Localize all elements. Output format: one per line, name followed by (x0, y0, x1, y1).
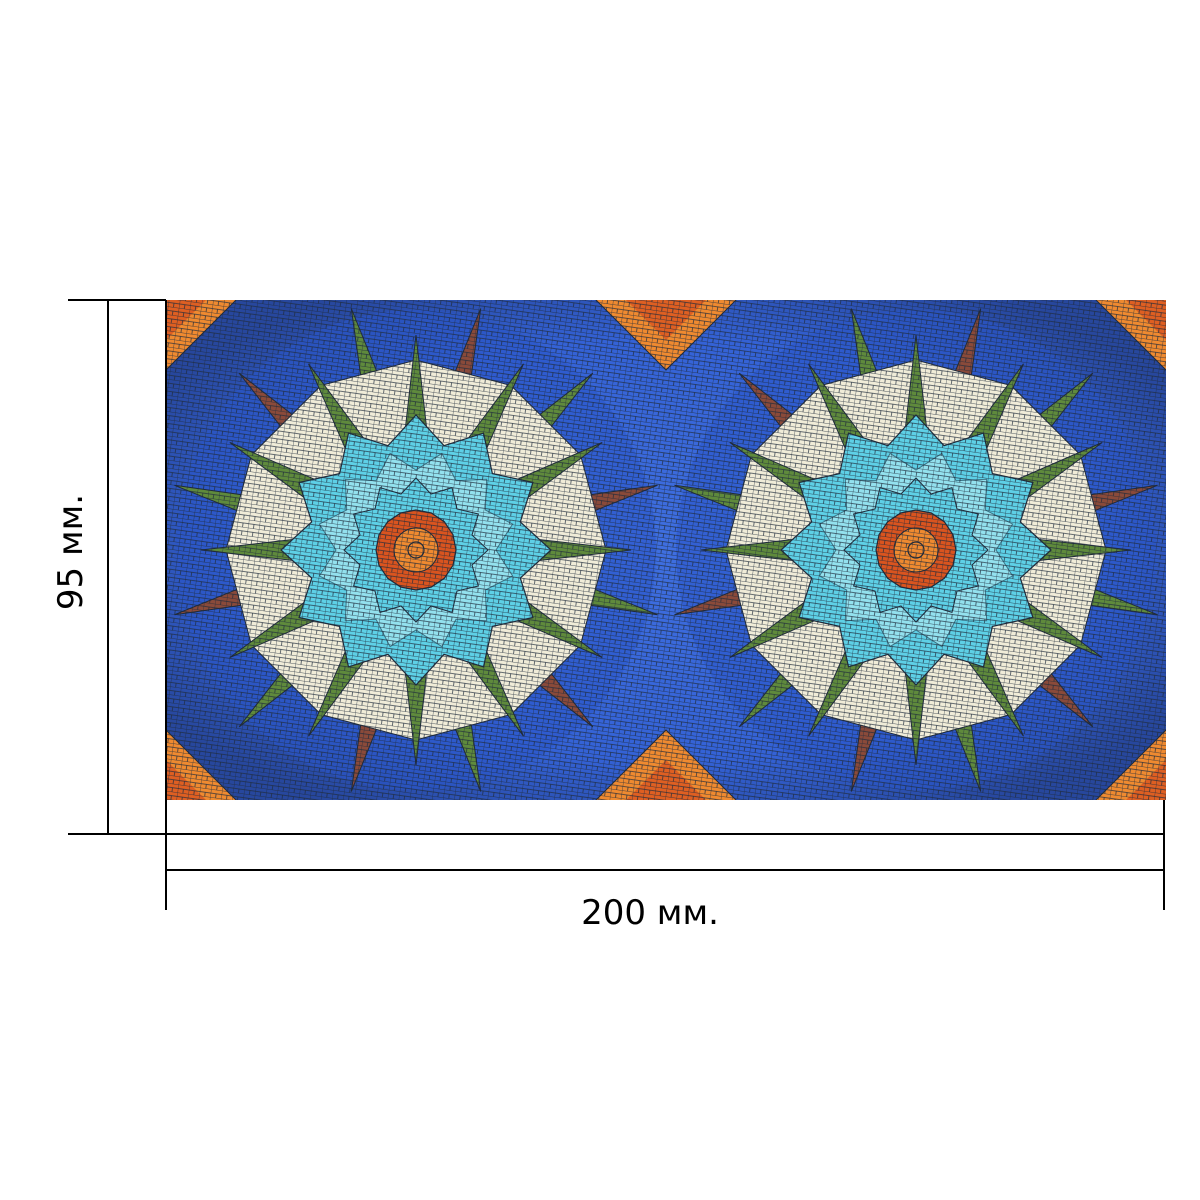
width-label: 200 мм. (581, 893, 719, 933)
height-dimension: 95 мм. (51, 299, 167, 910)
height-label: 95 мм. (51, 494, 91, 610)
width-dimension: 200 мм. (166, 800, 1165, 933)
mosaic-tile-image (166, 300, 1166, 800)
mosaic-grout-overlay (166, 300, 1166, 800)
